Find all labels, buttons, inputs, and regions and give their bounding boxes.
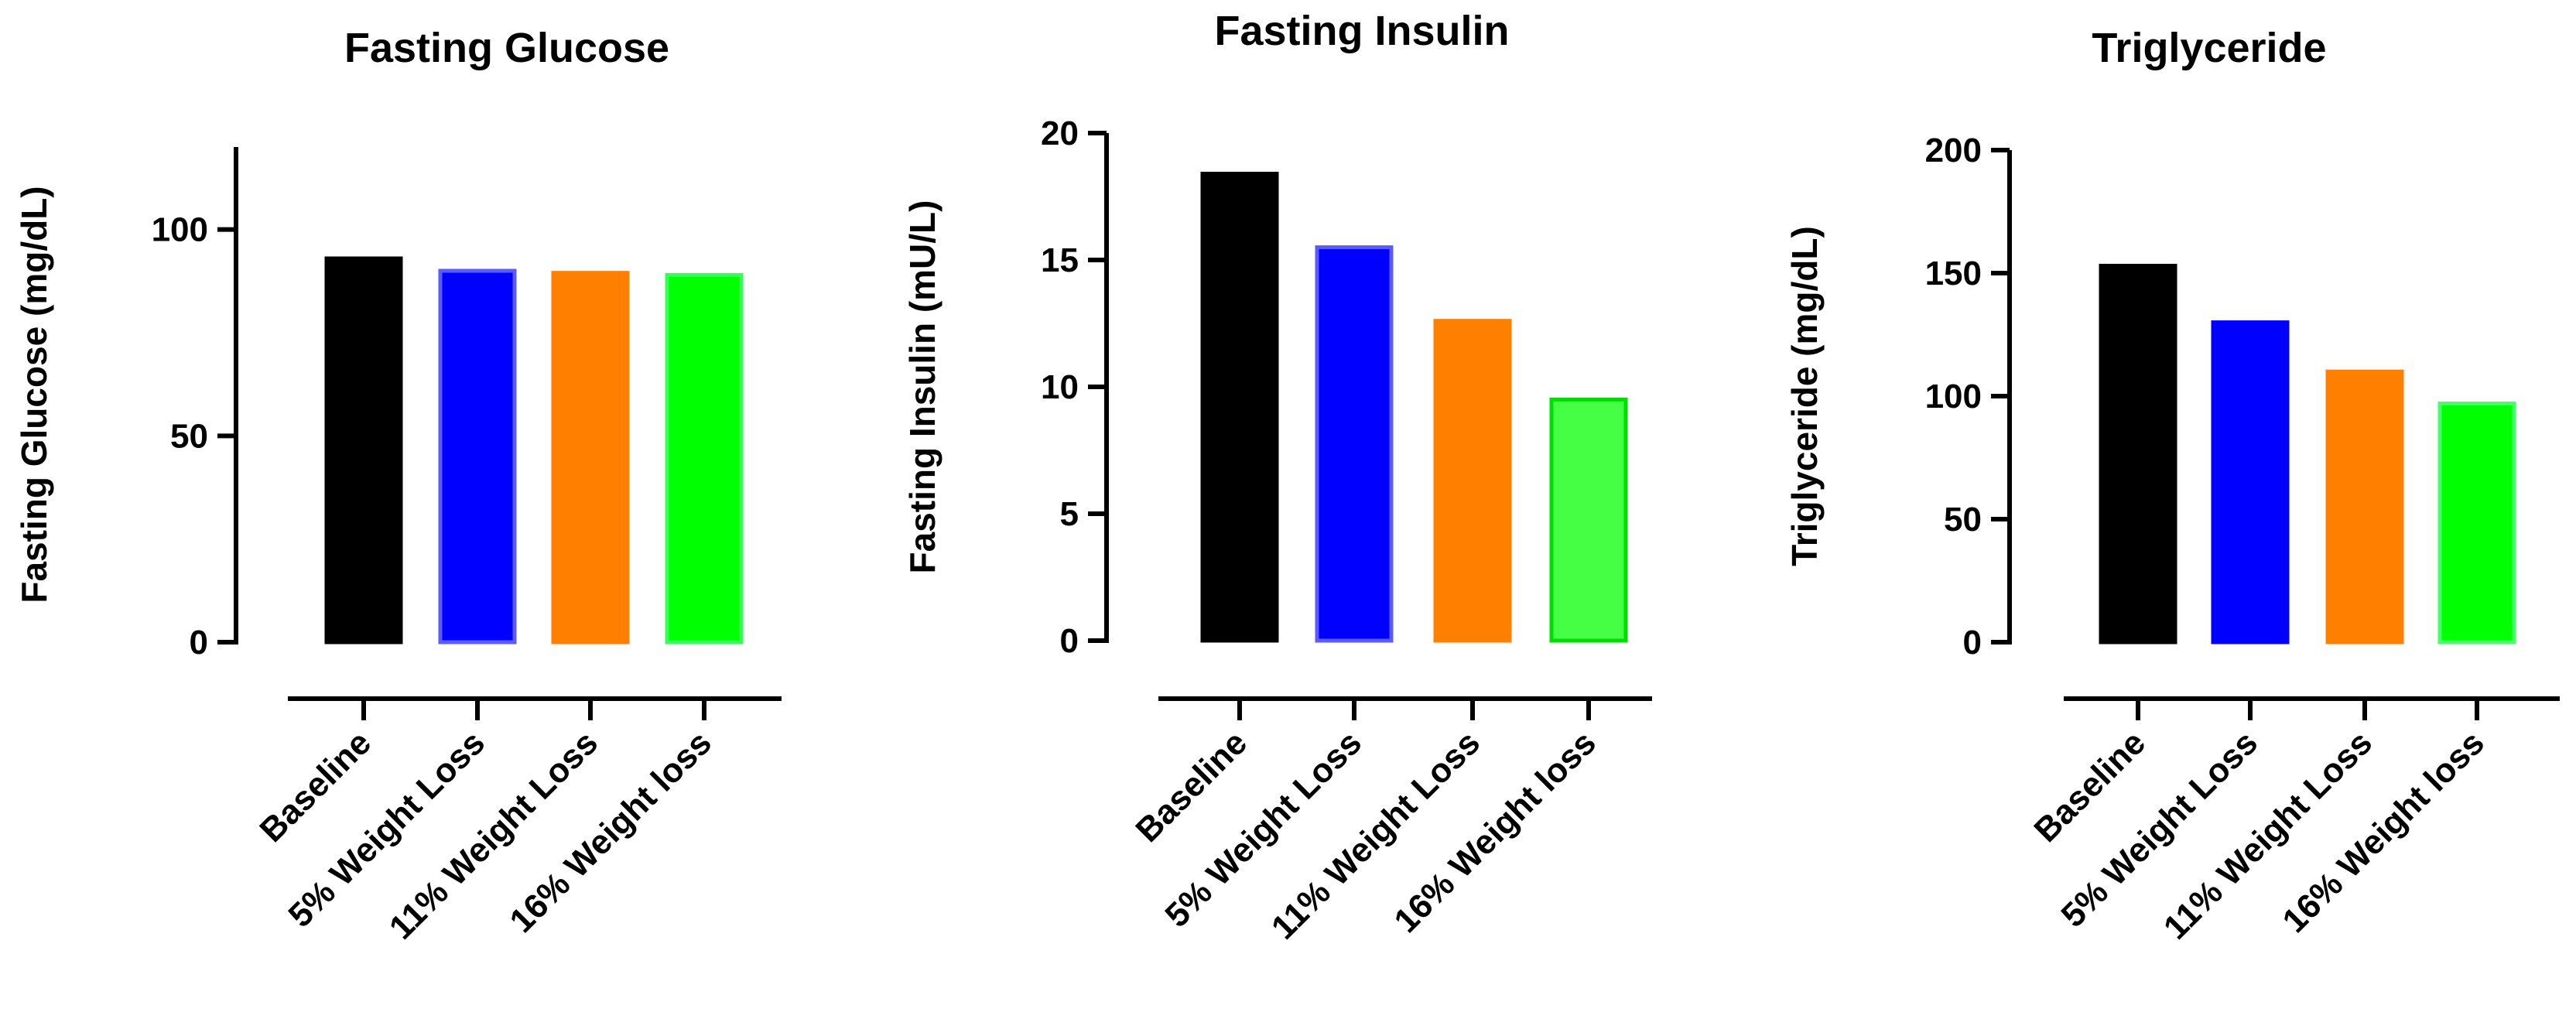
bar-2: [2211, 320, 2290, 645]
bar-2: [1315, 245, 1394, 643]
bar-4: [2437, 402, 2516, 645]
x-tick-label: 16% Weight loss: [2275, 723, 2492, 940]
y-tick-label: 10: [1041, 368, 1079, 406]
x-tick-label: 11% Weight Loss: [1264, 723, 1487, 946]
x-tick-label: 11% Weight Loss: [382, 723, 605, 946]
bar-3: [551, 271, 630, 645]
bar-1: [324, 256, 403, 645]
y-tick-label: 200: [1925, 132, 1982, 169]
y-axis-label: Fasting Insulin (mU/L): [902, 200, 942, 574]
y-tick-label: 50: [170, 417, 208, 455]
chart-title: Triglyceride: [2092, 25, 2326, 71]
chart-panel-1: Fasting Glucose Fasting Glucose (mg/dL) 0 5…: [14, 25, 782, 947]
y-tick-label: 150: [1925, 255, 1982, 292]
bar-3: [2325, 369, 2404, 645]
chart-title: Fasting Insulin: [1214, 8, 1509, 54]
x-tick-label: 16% Weight loss: [1387, 723, 1603, 940]
bar-4: [1549, 397, 1628, 643]
y-tick-label: 15: [1041, 241, 1079, 279]
y-tick-label: 0: [190, 624, 208, 662]
bar-3: [1433, 319, 1512, 643]
chart-panel-2: Fasting Insulin Fasting Insulin (mU/L) 0 5 1…: [902, 8, 1652, 947]
bar-1: [2099, 263, 2177, 645]
y-tick-label: 100: [1925, 378, 1982, 415]
x-tick-label: 5% Weight Loss: [2054, 723, 2265, 935]
y-tick-label: 0: [1060, 622, 1079, 660]
y-tick-label: 0: [1963, 624, 1982, 662]
x-tick-label: 5% Weight Loss: [281, 723, 492, 935]
y-tick-label: 50: [1944, 501, 1982, 539]
x-tick-label: 5% Weight Loss: [1158, 723, 1369, 935]
y-tick-label: 20: [1041, 115, 1079, 152]
bar-4: [665, 272, 744, 645]
y-axis-label: Triglyceride (mg/dL): [1784, 226, 1825, 566]
x-tick-label: 16% Weight loss: [502, 723, 719, 940]
chart-panel-3: Triglyceride Triglyceride (mg/dL) 0 50 100 15…: [1784, 25, 2560, 947]
y-tick-label: 5: [1060, 495, 1079, 533]
chart-title: Fasting Glucose: [344, 25, 669, 71]
x-tick-label: 11% Weight Loss: [2157, 723, 2379, 946]
y-tick-label: 100: [152, 211, 208, 249]
y-axis-label: Fasting Glucose (mg/dL): [14, 186, 54, 603]
bar-1: [1200, 171, 1279, 643]
bar-2: [438, 268, 517, 645]
